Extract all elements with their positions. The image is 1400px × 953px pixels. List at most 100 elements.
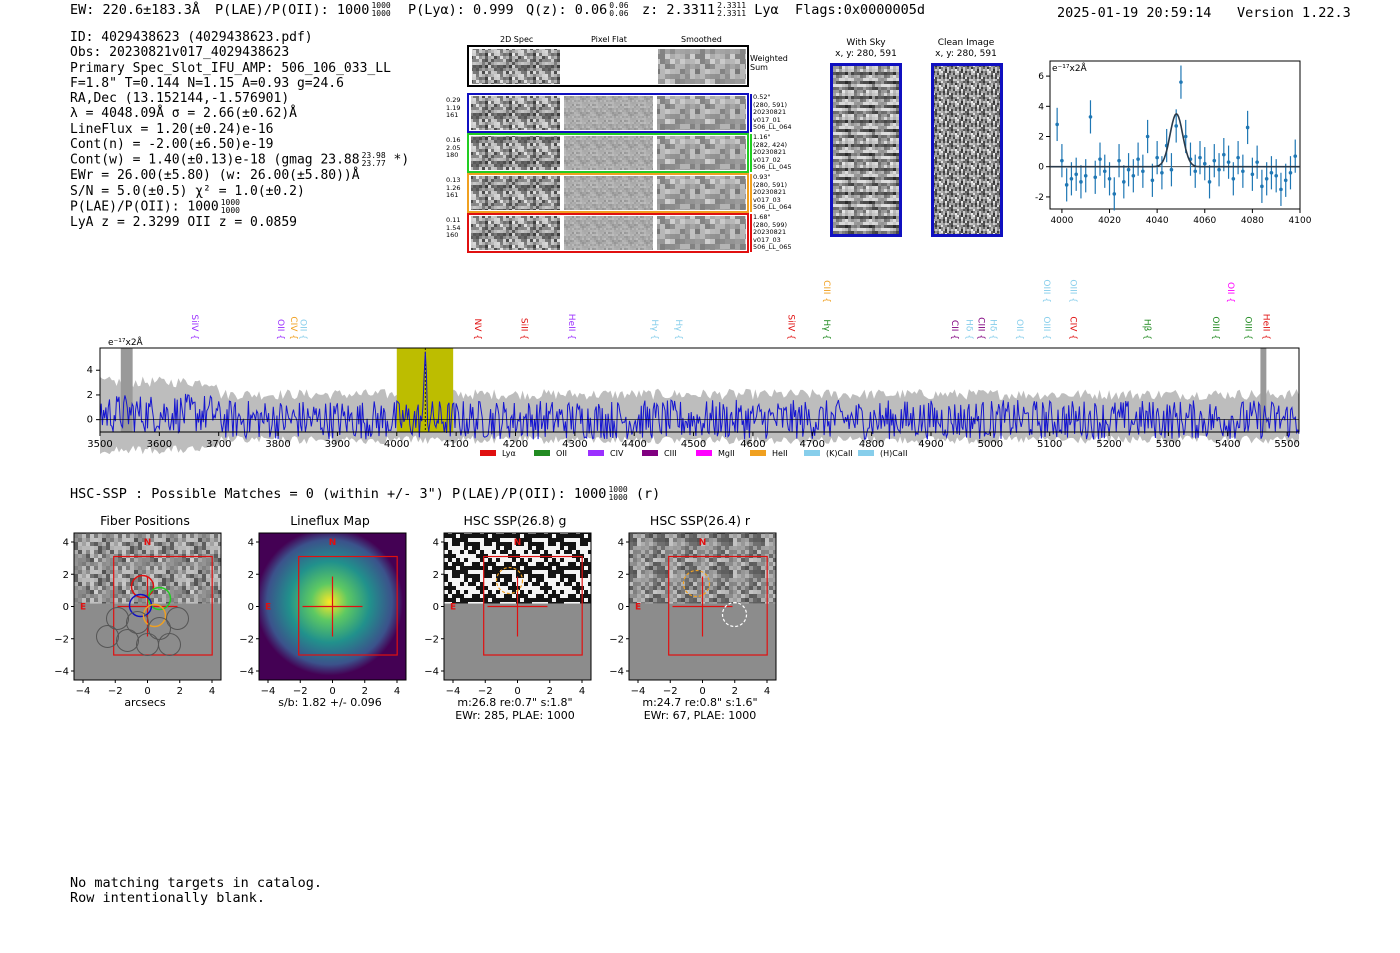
- spectrum-xtick: 3900: [325, 439, 350, 450]
- legend-swatch: [534, 450, 550, 456]
- info-plae-lo: 1000: [220, 205, 240, 215]
- cutout-row-right-2: 1.16" (282, 424) 20230821 v017_02 506_LL_045: [750, 133, 792, 172]
- legend-swatch: [696, 450, 712, 456]
- header-plae: P(LAE)/P(OII): 1000 1000 1000: [215, 2, 391, 19]
- spectrum-xtick: 5300: [1156, 439, 1181, 450]
- east-label: E: [635, 603, 641, 613]
- cutout-left-value: 161: [446, 111, 459, 120]
- zoom-point: [1093, 175, 1098, 180]
- zoom-point: [1231, 176, 1236, 181]
- cutout-row-left-4: 0.11 1.54 160: [446, 216, 461, 240]
- spectrum-xtick: 4700: [800, 439, 825, 450]
- clean-image-title-text: Clean Image: [937, 38, 995, 48]
- cutout-row-right-1: 0.52" (280, 591) 20230821 v017_01 506_LL_064: [750, 93, 792, 132]
- panel-caption-1: arcsecs: [60, 696, 230, 709]
- panel-xtick: 4: [394, 686, 400, 697]
- cutout-row-left-2: 0.16 2.05 180: [446, 136, 460, 160]
- fiber-circle: [158, 633, 181, 656]
- spectrum-line-label: CIII {: [821, 280, 831, 303]
- panel-image-2: N E 4 2 0 −2 −4 −4 −2 0 2 4: [239, 532, 407, 697]
- zoom-point: [1245, 125, 1250, 130]
- panel-caption-4: m:24.7 re:0.8" s:1.6" EWr: 67, PLAE: 1000: [615, 696, 785, 722]
- cutout-row-right-3: 0.93" (280, 591) 20230821 v017_03 506_LL_064: [750, 173, 792, 212]
- zoom-fit-line: [1050, 112, 1300, 168]
- spectrum-xtick: 5200: [1096, 439, 1121, 450]
- cutout-left-value: 180: [446, 151, 459, 160]
- zoom-point: [1169, 167, 1174, 172]
- fiber-circle: [166, 607, 189, 630]
- panel-xtick: 0: [144, 686, 150, 697]
- info-obs: Obs: 20230821v017_4029438623: [70, 45, 290, 61]
- cutout-row-left-3: 0.13 1.26 161: [446, 176, 461, 200]
- zoom-ytick: 6: [1038, 72, 1044, 82]
- fiber-circle: [130, 574, 155, 599]
- catalog-ellipse: [682, 569, 711, 598]
- spectrum-xtick: 3800: [265, 439, 290, 450]
- cutout-left-value: 0.13: [446, 176, 461, 184]
- panel-xtick: 2: [732, 686, 738, 697]
- panel-xtick: 4: [764, 686, 770, 697]
- panel-caption-line-2: EWr: 285, PLAE: 1000: [455, 709, 575, 722]
- panel-xtick: −4: [76, 686, 91, 697]
- panel-ytick: 4: [63, 538, 69, 549]
- full-spectrum-chart: e⁻¹⁷x2Å 3500 3600 3700 3800 3900 4000 4100 4200 4…: [87, 279, 1300, 458]
- spectrum-line-label: OIII {: [1041, 316, 1051, 340]
- legend-swatch: [858, 450, 874, 456]
- panel-ytick: 4: [433, 538, 439, 549]
- hsc-summary-hi: 1000: [608, 485, 628, 494]
- spectrum-xtick: 4300: [562, 439, 587, 450]
- panel-caption-3: m:26.8 re:0.7" s:1.8" EWr: 285, PLAE: 100…: [430, 696, 600, 722]
- info-lambda: λ = 4048.09Å σ = 2.66(±0.62)Å: [70, 106, 297, 122]
- header-plya: P(Lyα): 0.999: [408, 2, 514, 18]
- info-sn: S/N = 5.0(±0.5) χ² = 1.0(±0.2): [70, 183, 305, 199]
- cutout-right-value: 20230821: [753, 188, 787, 197]
- cutout-right-value: 506_LL_045: [753, 163, 792, 172]
- footer-line-1: No matching targets in catalog.: [70, 875, 322, 891]
- zoom-point: [1141, 169, 1145, 174]
- cutout-left-value: 1.26: [446, 183, 461, 192]
- info-plae: P(LAE)/P(OII): 1000 1000 1000: [70, 198, 409, 215]
- spectrum-xtick: 4500: [681, 439, 706, 450]
- info-ewr: EWr = 26.00(±5.80) (w: 26.00(±5.80))Å: [70, 168, 360, 184]
- zoom-point: [1274, 173, 1278, 178]
- spectrum-line-label: Hγ {: [673, 319, 683, 340]
- panel-xtick: 0: [514, 686, 520, 697]
- panel-xtick: 2: [177, 686, 183, 697]
- header-plae-label: P(LAE)/P(OII): 1000: [215, 2, 370, 18]
- zoom-point: [1269, 170, 1274, 175]
- cutout-right-value: (282, 424): [753, 140, 788, 149]
- footer-line-2: Row intentionally blank.: [70, 890, 266, 906]
- zoom-xtick: 4080: [1241, 216, 1264, 226]
- info-radec: RA,Dec (13.152144,-1.576901): [70, 91, 290, 107]
- panel-image-1: N E 4 2 0 −2 −4 −4 −2 0 2 4: [54, 532, 222, 697]
- zoom-point: [1250, 172, 1255, 177]
- zoom-point: [1074, 172, 1078, 177]
- panel-ytick: 0: [63, 602, 69, 613]
- header-z-label: z: 2.3311: [642, 2, 716, 18]
- header-qz: Q(z): 0.06 0.06 0.06: [526, 2, 629, 19]
- zoom-point: [1179, 80, 1183, 84]
- legend-swatch: [480, 450, 496, 456]
- clean-image: [931, 63, 1003, 237]
- zoom-point: [1136, 157, 1140, 161]
- spectrum-line-label: CII {: [949, 320, 959, 340]
- zoom-point: [1288, 170, 1293, 175]
- panel-ytick: 4: [618, 538, 624, 549]
- zoom-point: [1126, 167, 1131, 172]
- legend-swatch: [588, 450, 604, 456]
- spectrum-xtick: 3600: [147, 439, 172, 450]
- hsc-summary-text: HSC-SSP : Possible Matches = 0 (within +…: [70, 486, 607, 502]
- zoom-point: [1222, 152, 1226, 157]
- spectrum-xtick: 4100: [443, 439, 468, 450]
- cutout-right-value: 506_LL_065: [753, 243, 792, 252]
- spectrum-line-label: SiIV {: [189, 314, 199, 340]
- cutout-left-value: 0.11: [446, 216, 461, 224]
- panel-ytick: −4: [239, 667, 254, 678]
- spectrum-line-label: CIII {: [975, 317, 985, 340]
- cutout-row-left-1: 0.29 1.19 161: [446, 96, 460, 120]
- panel-ytick: −4: [609, 667, 624, 678]
- zoom-point: [1255, 160, 1259, 164]
- spectrum-ylabel: e⁻¹⁷x2Å: [108, 336, 144, 348]
- cutout-col-2dspec: 2D Spec: [500, 35, 534, 44]
- cutout-col-pixelflat: Pixel Flat: [591, 35, 627, 44]
